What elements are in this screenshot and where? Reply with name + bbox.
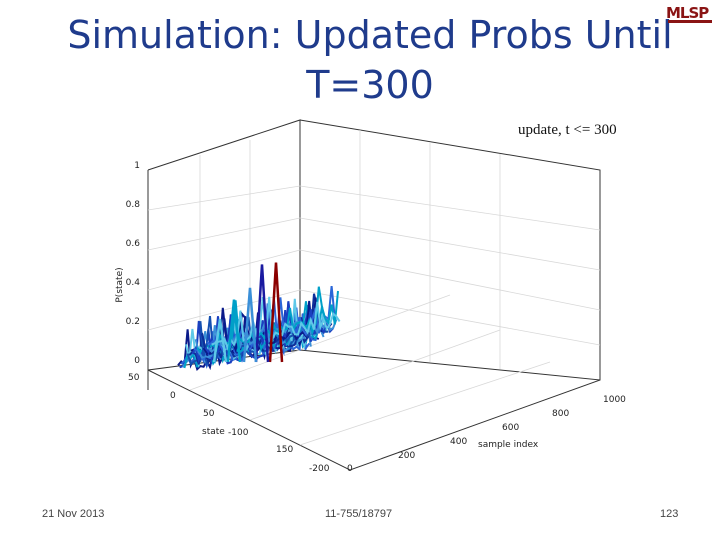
sample-tick-2: 400 [450, 437, 467, 447]
z-tick-4: 0.8 [126, 200, 141, 210]
sample-tick-1: 200 [398, 451, 415, 461]
state-axis-label: state [202, 427, 225, 437]
z-tick-0: 0 [134, 356, 140, 366]
sample-tick-0: 0 [347, 464, 353, 474]
state-tick-0: 50 [128, 373, 140, 383]
peak-trace [212, 318, 228, 363]
sample-tick-3: 600 [502, 423, 519, 433]
slide-title: Simulation: Updated Probs Until T=300 [60, 10, 680, 110]
grid-line [299, 217, 601, 271]
sample-tick-4: 800 [552, 409, 569, 419]
grid-line [299, 249, 601, 311]
footer-course: 11-755/18797 [325, 508, 393, 520]
footer-page-number: 123 [660, 508, 679, 520]
surface-plot: 0 0.2 0.4 0.6 0.8 1 P(state) 50 0 50 -10… [115, 119, 626, 474]
sample-axis-label: sample index [478, 440, 539, 450]
logo-text: MLSP [666, 4, 709, 22]
grid-line [299, 361, 551, 446]
state-tick-4: 150 [276, 445, 293, 455]
slide-title-line1: Simulation: Updated Probs Until [67, 13, 673, 57]
peak-trace [268, 262, 284, 363]
grid-line [189, 294, 451, 391]
floor-front [147, 369, 601, 471]
z-tick-2: 0.4 [126, 278, 141, 288]
grid-line [147, 185, 301, 211]
surface-trace [211, 296, 341, 351]
grid-line [299, 289, 601, 346]
state-tick-3: -100 [228, 428, 249, 438]
z-tick-1: 0.2 [126, 317, 140, 327]
grid-line [147, 217, 301, 251]
state-tick-1: 0 [170, 391, 176, 401]
peak-trace [242, 287, 258, 363]
state-tick-2: 50 [203, 409, 215, 419]
mlsp-logo: MLSP [666, 4, 712, 26]
peak-trace [226, 299, 242, 363]
back-right-wall [299, 119, 601, 381]
grid-line [249, 329, 501, 421]
state-tick-5: -200 [309, 464, 330, 474]
surface-traces [177, 262, 341, 372]
grid-line [299, 185, 601, 231]
plot-box [147, 119, 601, 471]
z-tick-3: 0.6 [126, 239, 141, 249]
grid [147, 130, 601, 446]
slide-title-line2: T=300 [306, 63, 434, 107]
grid-line [147, 249, 301, 291]
footer-date: 21 Nov 2013 [42, 508, 105, 520]
z-axis-label: P(state) [115, 267, 125, 302]
figure-title: update, t <= 300 [518, 122, 617, 138]
peak-trace [254, 264, 270, 363]
logo-underline [668, 20, 712, 23]
sample-tick-5: 1000 [603, 395, 626, 405]
z-tick-5: 1 [134, 161, 140, 171]
